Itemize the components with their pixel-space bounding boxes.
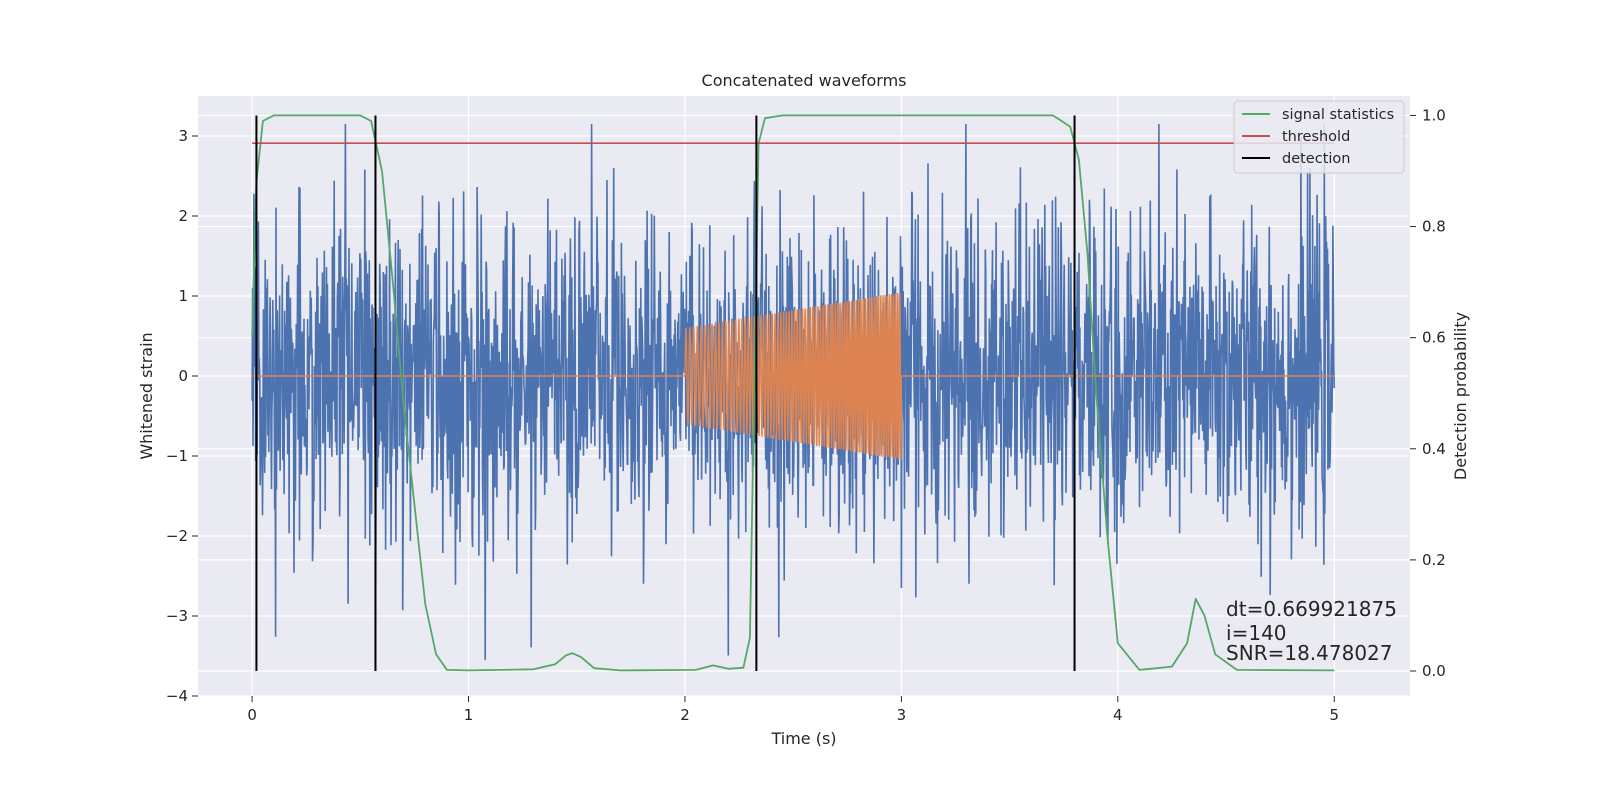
y-tick-label: −2 (166, 527, 188, 545)
signal-statistics-series (251, 114, 1335, 672)
injected-signal-line (252, 292, 1335, 460)
y-tick-label: −1 (166, 447, 188, 465)
y2-tick-label: 0.4 (1422, 440, 1446, 458)
annotation-text: i=140 (1226, 621, 1287, 645)
y-tick-label: −4 (166, 687, 188, 705)
axes: 0 1 2 3 4 5 −4 −3 −2 −1 0 1 2 3 0.0 0.2 0.4 0.6 0.8 1.0 (166, 106, 1446, 724)
x-tick-label: 0 (247, 706, 257, 724)
chart-title: Concatenated waveforms (702, 71, 907, 90)
detection-series (255, 115, 1076, 671)
annotation-text: SNR=18.478027 (1226, 641, 1392, 665)
x-tick-label: 4 (1113, 706, 1123, 724)
legend-box (1233, 100, 1405, 174)
injected-signal-series (252, 292, 1335, 460)
y-tick-label: 1 (178, 287, 188, 305)
y-tick-label: 3 (178, 127, 188, 145)
y2-axis-label: Detection probability (1451, 312, 1470, 480)
y-tick-label: 2 (178, 207, 188, 225)
y2-tick-label: 0.2 (1422, 551, 1446, 569)
y2-tick-label: 0.0 (1422, 662, 1446, 680)
x-tick-label: 3 (897, 706, 907, 724)
legend-label: detection (1282, 151, 1350, 167)
y-tick-label: 0 (178, 367, 188, 385)
x-axis-label: Time (s) (770, 729, 836, 748)
x-tick-label: 5 (1329, 706, 1339, 724)
y-tick-label: −3 (166, 607, 188, 625)
signal-statistics-line (251, 114, 1335, 672)
y2-tick-label: 0.6 (1422, 329, 1446, 347)
x-tick-label: 2 (680, 706, 690, 724)
annotation-text: dt=0.669921875 (1226, 597, 1397, 621)
noise-line (251, 123, 1336, 661)
noise-series (251, 123, 1336, 661)
y-axis-label: Whitened strain (137, 332, 156, 459)
x-tick-label: 1 (464, 706, 474, 724)
legend-label: signal statistics (1282, 107, 1394, 123)
legend: signal statistics threshold detection (1233, 100, 1405, 174)
y2-tick-label: 0.8 (1422, 218, 1446, 236)
y2-tick-label: 1.0 (1422, 106, 1446, 124)
legend-label: threshold (1282, 129, 1350, 145)
